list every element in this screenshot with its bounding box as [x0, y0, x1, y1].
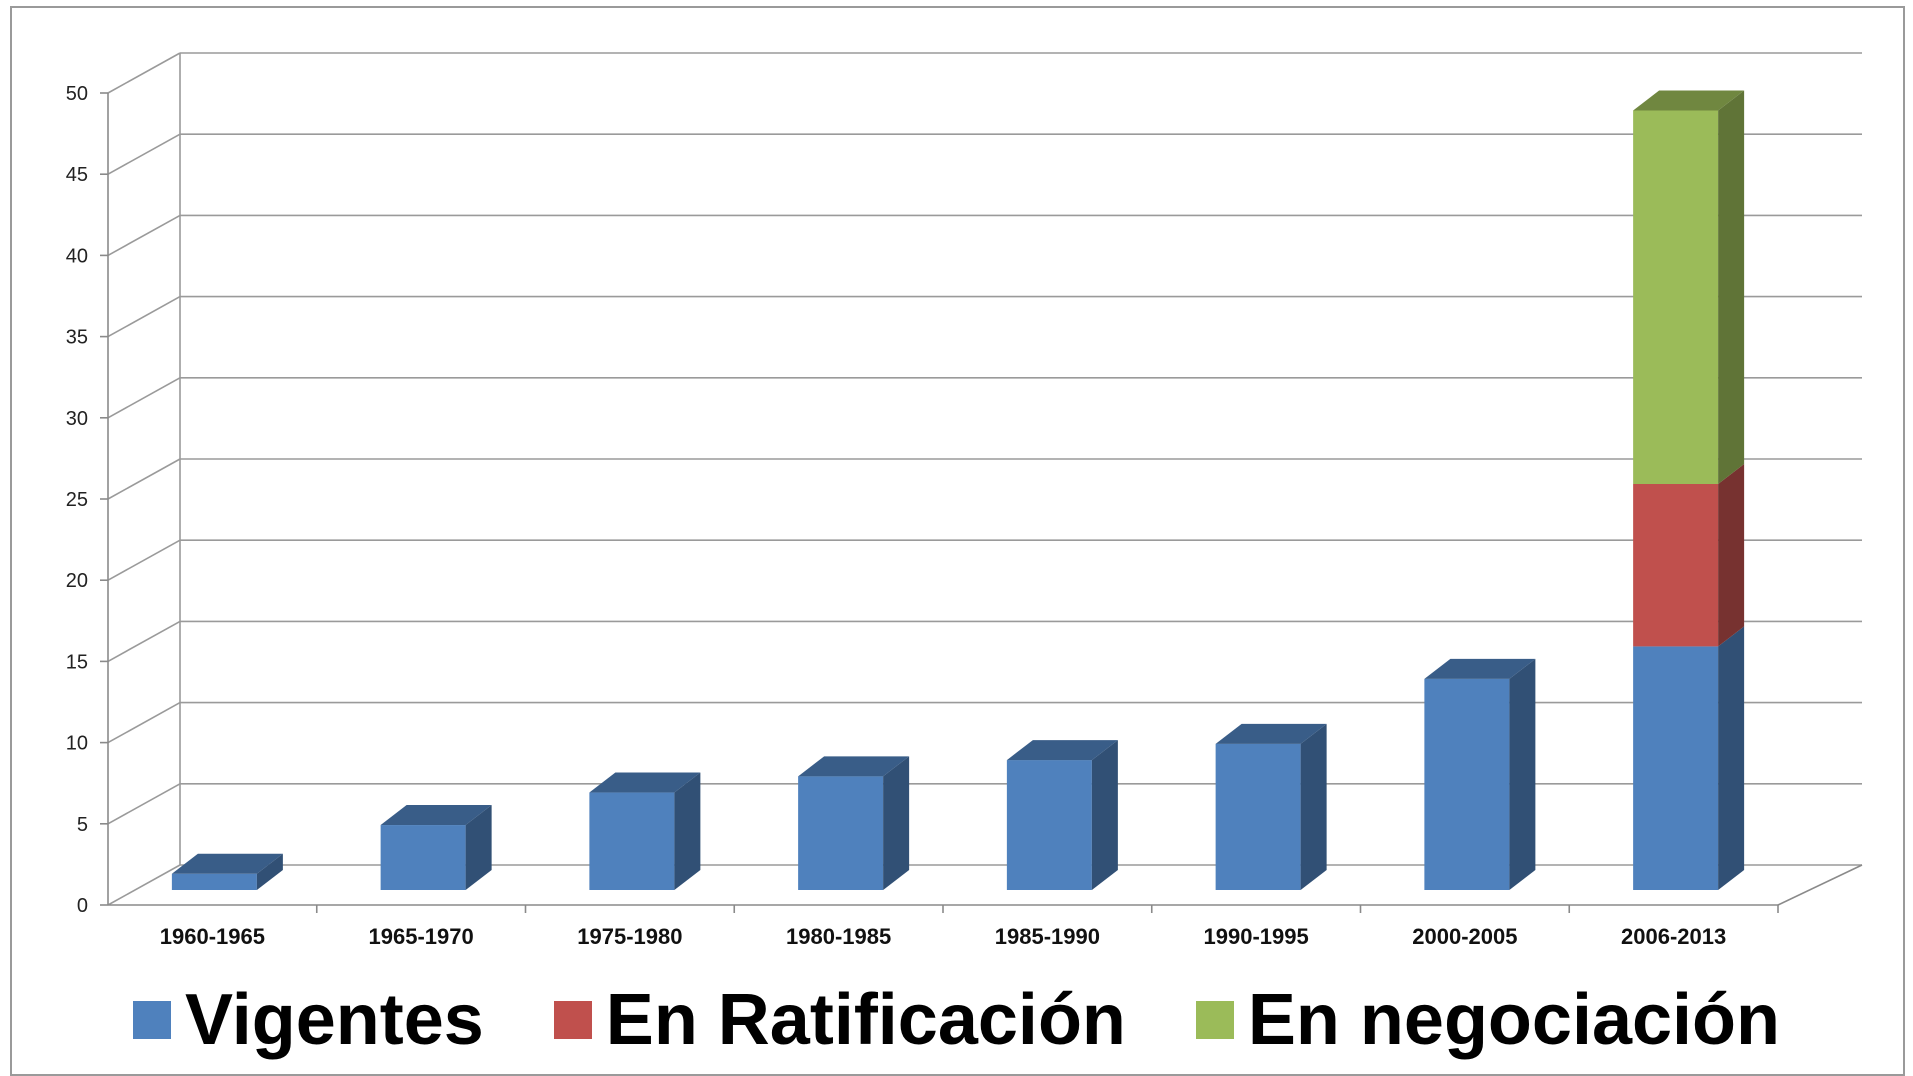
bar-1985-1990-vigentes-side	[1091, 740, 1118, 890]
bar-2006-2013-en-ratificación-front	[1633, 484, 1719, 647]
bar-1965-1970-vigentes-front	[380, 825, 466, 890]
bar-1960-1965-vigentes-top	[171, 853, 283, 874]
bar-1980-1985-vigentes-top	[798, 756, 910, 777]
legend-swatch-en-negociacion	[1195, 1001, 1234, 1039]
bar-1985-1990-vigentes-top	[1006, 740, 1118, 761]
gridline-side-0	[107, 864, 181, 906]
y-tick-label-25: 25	[66, 489, 88, 511]
x-tick-label-1985-1990: 1985-1990	[995, 924, 1100, 949]
bar-1975-1980-vigentes-top	[589, 772, 701, 793]
x-tick-label-2000-2005: 2000-2005	[1412, 924, 1517, 949]
x-tick-label-1960-1965: 1960-1965	[160, 924, 265, 949]
bar-2000-2005-vigentes-side	[1509, 658, 1536, 890]
gridline-side-45	[107, 133, 181, 175]
legend-label-en-ratificacion: En Ratificación	[605, 980, 1126, 1060]
legend-label-en-negociacion: En negociación	[1247, 980, 1780, 1060]
bar-1980-1985-vigentes-side	[883, 756, 910, 890]
y-tick-label-40: 40	[66, 245, 88, 267]
x-tick-label-1975-1980: 1975-1980	[577, 924, 682, 949]
legend: Vigentes En Ratificación En negociación	[0, 975, 1913, 1065]
bar-1960-1965-vigentes-side	[256, 853, 283, 890]
gridline-side-30	[107, 377, 181, 419]
x-tick-label-1980-1985: 1980-1985	[786, 924, 891, 949]
bar-1975-1980-vigentes-side	[674, 772, 701, 890]
bar-1965-1970-vigentes-side	[465, 805, 492, 890]
y-tick-label-30: 30	[66, 408, 88, 430]
gridline-side-35	[107, 295, 181, 338]
bar-2006-2013-vigentes-side	[1718, 626, 1745, 890]
bar-2006-2013-en-negociación-top	[1633, 90, 1745, 111]
y-tick-label-45: 45	[66, 164, 88, 186]
gridline-side-10	[107, 701, 181, 744]
bar-2006-2013-en-ratificación-side	[1718, 464, 1745, 647]
gridline-side-25	[107, 458, 181, 500]
gridline-side-50	[107, 52, 181, 94]
legend-item-en-negociacion: En negociación	[1195, 980, 1780, 1060]
legend-item-vigentes: Vigentes	[133, 984, 484, 1056]
y-tick-label-35: 35	[66, 327, 88, 349]
bar-2006-2013-en-negociación-front	[1633, 110, 1719, 484]
y-tick-label-10: 10	[66, 733, 88, 755]
legend-label-vigentes: Vigentes	[185, 980, 484, 1060]
bar-2000-2005-vigentes-top	[1424, 658, 1536, 679]
bar-1965-1970-vigentes-top	[380, 805, 492, 826]
bar-1985-1990-vigentes-front	[1006, 760, 1092, 890]
y-tick-label-15: 15	[66, 651, 88, 673]
gridline-side-5	[107, 783, 181, 825]
grid-layer	[107, 52, 1862, 906]
bar-1980-1985-vigentes-front	[798, 776, 884, 890]
legend-swatch-vigentes	[133, 1001, 171, 1039]
bar-1960-1965-vigentes-front	[171, 873, 257, 890]
floor-right-edge	[1777, 864, 1863, 906]
bar-1975-1980-vigentes-front	[589, 792, 675, 890]
bar-2006-2013-en-negociación-side	[1718, 90, 1745, 484]
legend-swatch-en-ratificacion	[553, 1001, 592, 1039]
x-tick-label-1990-1995: 1990-1995	[1204, 924, 1309, 949]
x-tick-label-2006-2013: 2006-2013	[1621, 924, 1726, 949]
bar-1990-1995-vigentes-top	[1215, 723, 1327, 744]
gridline-side-40	[107, 214, 181, 257]
gridline-side-15	[107, 620, 181, 663]
bar-1990-1995-vigentes-side	[1300, 723, 1327, 890]
bar-2006-2013-vigentes-front	[1633, 646, 1719, 890]
bar-1990-1995-vigentes-front	[1215, 743, 1301, 890]
bar-2000-2005-vigentes-front	[1424, 678, 1510, 890]
axis-layer	[100, 53, 1863, 913]
y-tick-label-50: 50	[66, 83, 88, 105]
gridline-side-20	[107, 539, 181, 581]
labels-layer: 0 5 10 15 20 25 30 35 40 45 50 1960-1965 1965-1970 19…	[66, 83, 1726, 949]
bars-layer	[171, 90, 1745, 890]
y-tick-label-20: 20	[66, 570, 88, 592]
legend-item-en-ratificacion: En Ratificación	[553, 980, 1126, 1060]
y-tick-label-0: 0	[77, 895, 88, 917]
x-tick-label-1965-1970: 1965-1970	[369, 924, 474, 949]
y-tick-label-5: 5	[77, 814, 88, 836]
